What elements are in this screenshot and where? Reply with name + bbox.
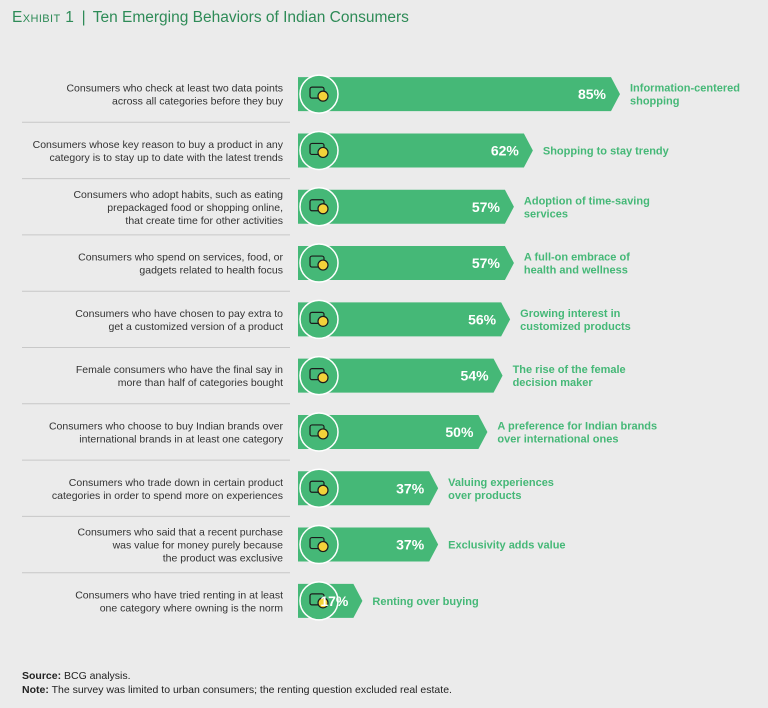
- chart-row: Consumers who spend on services, food, o…: [22, 243, 630, 292]
- title-text: Ten Emerging Behaviors of Indian Consume…: [92, 9, 409, 26]
- behavior-label: Shopping to stay trendy: [543, 145, 670, 157]
- source-text: BCG analysis.: [61, 670, 131, 682]
- icon-glyph-accent: [317, 428, 329, 440]
- chart-row: Consumers who have tried renting in at l…: [75, 581, 479, 621]
- row-description: one category where owning is the norm: [100, 602, 284, 614]
- chart-row: Consumers who adopt habits, such as eati…: [22, 187, 650, 236]
- value-bar: [298, 414, 488, 449]
- note-text: The survey was limited to urban consumer…: [48, 684, 452, 696]
- value-label: 62%: [491, 142, 520, 158]
- chart-row: Consumers who said that a recent purchas…: [22, 524, 566, 574]
- icon-glyph-accent: [317, 484, 329, 496]
- row-description: that create time for other activities: [125, 215, 283, 227]
- value-label: 57%: [472, 255, 501, 271]
- row-description: international brands in at least one cat…: [79, 433, 283, 445]
- row-description: was value for money purely because: [112, 540, 284, 552]
- behavior-label: A full-on embrace of: [524, 252, 630, 264]
- behavior-label: over international ones: [497, 433, 618, 445]
- value-bar: [298, 77, 620, 112]
- value-label: 50%: [445, 424, 474, 440]
- chart-title: Exhibit 1 | Ten Emerging Behaviors of In…: [12, 9, 409, 27]
- india-map-icon: [299, 412, 339, 452]
- behavior-label: customized products: [520, 321, 631, 333]
- renting-cycle-icon: [299, 581, 339, 621]
- title-separator: |: [81, 9, 86, 26]
- icon-glyph-accent: [317, 597, 329, 609]
- value-label: 17%: [320, 593, 349, 609]
- source-line: Source: BCG analysis.: [22, 669, 452, 683]
- behavior-label: Information-centered: [630, 83, 740, 95]
- row-description: Consumers who have tried renting in at l…: [75, 589, 283, 601]
- chart-row: Consumers who trade down in certain prod…: [22, 468, 554, 517]
- row-description: gadgets related to health focus: [139, 265, 283, 277]
- behavior-label: Valuing experiences: [448, 477, 554, 489]
- behavior-label: services: [524, 208, 568, 220]
- diamond-hand-icon: [299, 524, 339, 565]
- row-description: across all categories before they buy: [112, 96, 284, 108]
- behavior-label: Renting over buying: [372, 596, 478, 608]
- row-description: categories in order to spend more on exp…: [52, 490, 283, 502]
- icon-glyph-accent: [317, 315, 329, 327]
- value-label: 56%: [468, 311, 497, 327]
- heart-hand-icon: [299, 243, 339, 283]
- row-description: Consumers who adopt habits, such as eati…: [73, 189, 283, 201]
- row-description: category is to stay up to date with the …: [50, 152, 283, 164]
- row-description: Female consumers who have the final say …: [76, 364, 283, 376]
- note-label: Note:: [22, 684, 49, 696]
- chart-row: Consumers who have chosen to pay extra t…: [22, 299, 631, 348]
- value-label: 37%: [396, 480, 425, 496]
- value-bar: [298, 189, 514, 224]
- exhibit-label: Exhibit 1: [12, 9, 75, 26]
- value-label: 57%: [472, 199, 501, 215]
- behavior-label: The rise of the female: [513, 364, 626, 376]
- behavior-label: Growing interest in: [520, 308, 621, 320]
- chart-footer: Source: BCG analysis. Note: The survey w…: [22, 669, 452, 697]
- row-description: Consumers who check at least two data po…: [66, 83, 283, 95]
- row-description: Consumers who choose to buy Indian brand…: [49, 420, 284, 432]
- icon-glyph-accent: [317, 259, 329, 271]
- behavior-label: Exclusivity adds value: [448, 540, 565, 552]
- value-bar: [298, 358, 503, 393]
- behavior-label: A preference for Indian brands: [497, 420, 657, 432]
- chart-row: Consumers whose key reason to buy a prod…: [22, 130, 670, 180]
- row-description: get a customized version of a product: [108, 321, 283, 333]
- chart-row: Female consumers who have the final say …: [22, 355, 626, 405]
- row-description: the product was exclusive: [163, 553, 283, 565]
- row-description: Consumers who have chosen to pay extra t…: [75, 308, 283, 320]
- clothing-icon: [299, 130, 339, 171]
- row-description: prepackaged food or shopping online,: [107, 202, 283, 214]
- icon-glyph-accent: [317, 372, 329, 384]
- icon-glyph-accent: [317, 540, 329, 553]
- behavior-label: Adoption of time-saving: [524, 195, 650, 207]
- icon-glyph-accent: [317, 90, 329, 102]
- behavior-label: shopping: [630, 96, 680, 108]
- row-description: Consumers who said that a recent purchas…: [78, 527, 284, 539]
- female-shopper-icon: [299, 355, 339, 396]
- source-label: Source:: [22, 670, 62, 682]
- behaviors-bar-chart: Consumers who check at least two data po…: [22, 74, 740, 621]
- behavior-label: over products: [448, 490, 521, 502]
- experience-head-icon: [299, 468, 339, 508]
- value-bar: [298, 246, 514, 281]
- chart-row: Consumers who check at least two data po…: [22, 74, 740, 123]
- value-label: 37%: [396, 537, 425, 553]
- value-bar: [298, 302, 511, 337]
- row-description: Consumers whose key reason to buy a prod…: [33, 139, 284, 151]
- behavior-label: decision maker: [513, 377, 594, 389]
- note-line: Note: The survey was limited to urban co…: [22, 683, 452, 697]
- value-bar: [298, 133, 533, 168]
- value-label: 54%: [461, 368, 490, 384]
- row-description: Consumers who spend on services, food, o…: [78, 252, 283, 264]
- behavior-label: health and wellness: [524, 265, 628, 277]
- value-label: 85%: [578, 86, 607, 102]
- magnifier-document-icon: [299, 74, 339, 114]
- row-description: more than half of categories bought: [118, 377, 283, 389]
- row-description: Consumers who trade down in certain prod…: [69, 477, 283, 489]
- icon-glyph-accent: [317, 203, 329, 215]
- time-saving-icon: [299, 187, 339, 227]
- icon-glyph-accent: [317, 146, 329, 159]
- customize-arrow-icon: [299, 299, 339, 340]
- chart-row: Consumers who choose to buy Indian brand…: [22, 412, 657, 461]
